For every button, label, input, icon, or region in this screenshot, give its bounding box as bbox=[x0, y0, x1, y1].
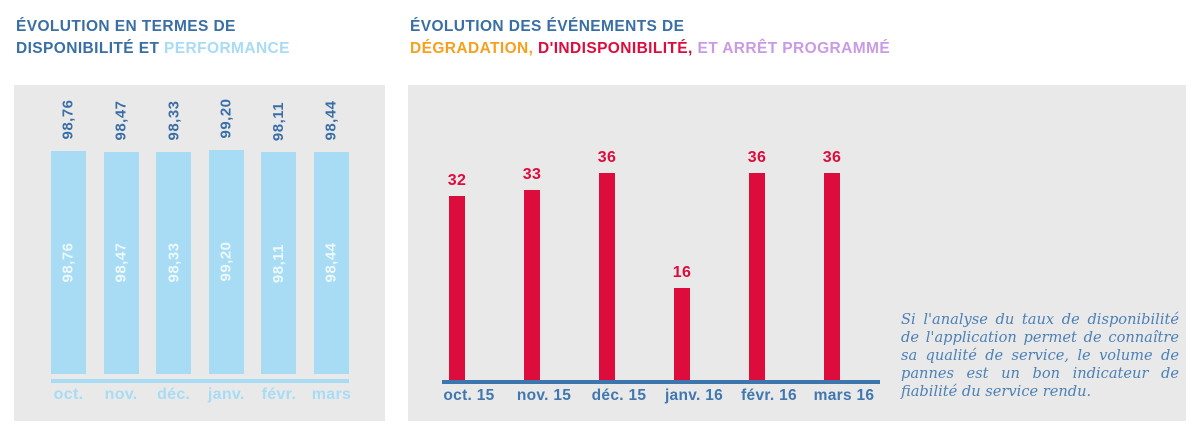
availability-bar-value-inside-label: 98,33 bbox=[165, 242, 183, 283]
events-chart-panel: 32 oct. 15 33 nov. 15 36 déc. 15 16 janv. 16 36 f… bbox=[408, 85, 1186, 421]
availability-bar-value-inside-label: 98,44 bbox=[322, 242, 340, 283]
events-bar bbox=[449, 196, 465, 380]
events-bar bbox=[674, 288, 690, 380]
availability-title-line2: DISPONIBILITÉ ET PERFORMANCE bbox=[16, 38, 290, 60]
availability-bar-inner: 98,11 bbox=[261, 152, 296, 374]
events-bar-value: 33 bbox=[522, 166, 542, 184]
availability-column: 98,76 98,76 bbox=[51, 96, 86, 374]
events-month-label: févr. 16 bbox=[741, 387, 797, 404]
events-title-purple-part: ET ARRÊT PROGRAMMÉ bbox=[692, 40, 891, 57]
events-month-label: oct. 15 bbox=[443, 387, 495, 404]
availability-chart-panel: 98,76 98,76 98,47 98,47 98,33 98,33 99,20 99,20… bbox=[14, 85, 385, 421]
availability-column: 99,20 99,20 bbox=[208, 95, 244, 374]
availability-month-label: déc. bbox=[157, 386, 191, 403]
availability-bar-value-top: 99,20 bbox=[215, 95, 237, 143]
availability-title-light-part: PERFORMANCE bbox=[164, 40, 290, 57]
availability-bar-value-top-label: 98,44 bbox=[322, 100, 340, 141]
availability-title-dark-part: DISPONIBILITÉ ET bbox=[16, 40, 165, 57]
events-month-label: mars 16 bbox=[813, 387, 875, 404]
availability-bar-inner: 98,76 bbox=[51, 151, 86, 374]
availability-bar-value-inside-label: 98,76 bbox=[60, 242, 78, 283]
events-bar-value: 36 bbox=[822, 149, 842, 166]
events-title-red-part: D'INDISPONIBILITÉ, bbox=[533, 40, 693, 57]
availability-bar: 98,33 bbox=[156, 151, 192, 374]
events-month-label: nov. 15 bbox=[516, 387, 572, 404]
events-bar-value: 32 bbox=[447, 172, 467, 189]
availability-bar-value-top: 98,76 bbox=[58, 96, 80, 144]
availability-bar: 98,76 bbox=[51, 150, 86, 374]
events-axis-line bbox=[442, 380, 880, 384]
availability-bar: 98,44 bbox=[313, 151, 349, 375]
availability-bar-value-top-label: 98,11 bbox=[270, 101, 288, 141]
events-bar-value: 36 bbox=[747, 149, 767, 166]
events-bar-value: 16 bbox=[672, 264, 692, 281]
availability-month-label: oct. bbox=[53, 386, 84, 403]
availability-column: 98,11 98,11 bbox=[261, 97, 297, 374]
events-bar-value: 36 bbox=[597, 149, 617, 166]
availability-month-label: mars bbox=[311, 386, 352, 403]
availability-bar-value-inside-label: 99,20 bbox=[217, 241, 235, 282]
analysis-note: Si l'analyse du taux de disponibilité de… bbox=[901, 311, 1179, 401]
availability-month-label: janv. bbox=[207, 386, 245, 403]
events-bar bbox=[824, 173, 840, 380]
availability-bar-value-top: 98,33 bbox=[163, 97, 185, 145]
events-bar bbox=[524, 190, 540, 381]
events-month-label: janv. 16 bbox=[664, 387, 724, 404]
availability-bar-value-top-label: 98,47 bbox=[112, 100, 130, 141]
availability-bar-value-top-label: 98,76 bbox=[60, 99, 78, 140]
availability-chart-title: ÉVOLUTION EN TERMES DE DISPONIBILITÉ ET … bbox=[16, 16, 290, 60]
events-chart-title: ÉVOLUTION DES ÉVÉNEMENTS DE DÉGRADATION,… bbox=[410, 16, 890, 60]
availability-bar-value-top: 98,47 bbox=[110, 97, 132, 145]
availability-bar-inner: 98,33 bbox=[156, 152, 191, 374]
availability-title-line1: ÉVOLUTION EN TERMES DE bbox=[16, 18, 236, 35]
availability-bar-value-top: 98,44 bbox=[320, 97, 342, 145]
availability-bar: 98,47 bbox=[103, 151, 139, 375]
availability-bar: 99,20 bbox=[208, 149, 244, 374]
events-title-line2: DÉGRADATION, D'INDISPONIBILITÉ, ET ARRÊT… bbox=[410, 38, 890, 60]
availability-axis-line bbox=[51, 379, 349, 383]
availability-bar-inner: 99,20 bbox=[209, 150, 244, 374]
availability-month-labels: oct. nov. déc. janv. févr. mars bbox=[51, 386, 352, 404]
events-month-label: déc. 15 bbox=[591, 387, 647, 404]
availability-bar-inner: 98,47 bbox=[104, 152, 139, 375]
availability-bar: 98,11 bbox=[261, 152, 297, 374]
availability-bar-inner: 98,44 bbox=[314, 152, 349, 375]
availability-column: 98,44 98,44 bbox=[313, 97, 349, 375]
availability-bar-value-top-label: 99,20 bbox=[217, 98, 235, 139]
events-bar bbox=[749, 173, 765, 380]
availability-month-label: nov. bbox=[104, 386, 138, 403]
availability-month-label: févr. bbox=[261, 386, 297, 403]
availability-columns: 98,76 98,76 98,47 98,47 98,33 98,33 99,20 99,20… bbox=[51, 85, 349, 374]
availability-column: 98,33 98,33 bbox=[156, 97, 192, 374]
events-bar bbox=[599, 173, 615, 380]
availability-bar-value-inside-label: 98,11 bbox=[270, 243, 288, 283]
availability-bar-value-top-label: 98,33 bbox=[165, 100, 183, 141]
events-title-line1: ÉVOLUTION DES ÉVÉNEMENTS DE bbox=[410, 18, 685, 35]
availability-column: 98,47 98,47 bbox=[103, 97, 139, 375]
availability-bar-value-top: 98,11 bbox=[268, 97, 290, 145]
availability-bar-value-inside-label: 98,47 bbox=[112, 242, 130, 283]
events-title-orange-part: DÉGRADATION, bbox=[410, 40, 534, 57]
